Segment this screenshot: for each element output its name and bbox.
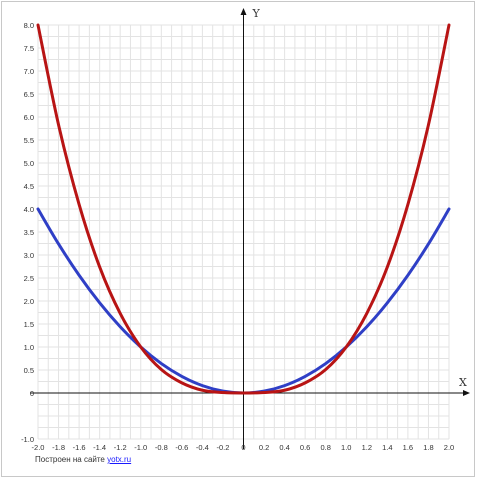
axes <box>30 8 470 449</box>
x-tick-label: -0.4 <box>196 443 209 452</box>
x-tick-label: -1.0 <box>134 443 147 452</box>
x-tick-label: 2.0 <box>444 443 454 452</box>
x-tick-label: -1.6 <box>73 443 86 452</box>
x-axis-label: X <box>459 376 467 389</box>
x-tick-label: -0.8 <box>155 443 168 452</box>
y-tick-label: 4.5 <box>24 182 34 191</box>
credit-text: Построен на сайте <box>35 455 105 464</box>
credit-line: Построен на сайте yotx.ru <box>35 455 131 464</box>
x-axis-arrow <box>463 390 470 396</box>
x-tick-label: -1.8 <box>52 443 65 452</box>
x-tick-label: -2.0 <box>32 443 45 452</box>
y-tick-label: 7.0 <box>24 67 34 76</box>
x-tick-label: -1.4 <box>93 443 106 452</box>
grid <box>37 24 450 440</box>
series-layer <box>36 23 451 395</box>
y-tick-label: 3.5 <box>24 228 34 237</box>
y-tick-label: 0.5 <box>24 366 34 375</box>
x-tick-label: -0.2 <box>216 443 229 452</box>
x-tick-label: -0.6 <box>175 443 188 452</box>
y-tick-label: 6.0 <box>24 113 34 122</box>
x-tick-label: 1.6 <box>403 443 413 452</box>
series-line-2 <box>36 23 451 395</box>
y-tick-label: 5.5 <box>24 136 34 145</box>
x-tick-label: 1.0 <box>341 443 351 452</box>
y-tick-label: 1.0 <box>24 343 34 352</box>
y-tick-label: 4.0 <box>24 205 34 214</box>
x-tick-label: 0 <box>241 443 245 452</box>
y-tick-label: 3.0 <box>24 251 34 260</box>
x-tick-label: 1.2 <box>362 443 372 452</box>
x-tick-label: -1.2 <box>114 443 127 452</box>
y-axis-arrow <box>240 8 247 15</box>
y-tick-label: -1.0 <box>21 435 34 444</box>
y-tick-label: 8.0 <box>24 21 34 30</box>
y-tick-label: 2.0 <box>24 297 34 306</box>
y-tick-label: 1.5 <box>24 320 34 329</box>
x-tick-label: 0.6 <box>300 443 310 452</box>
x-tick-label: 1.4 <box>382 443 392 452</box>
y-tick-label: 0 <box>30 389 34 398</box>
y-axis-label: Y <box>252 7 261 20</box>
x-tick-label: 0.2 <box>259 443 269 452</box>
y-tick-label: 2.5 <box>24 274 34 283</box>
credit-link[interactable]: yotx.ru <box>107 455 132 464</box>
y-tick-label: 5.0 <box>24 159 34 168</box>
tick-labels: -2.0 -1.8 -1.6 -1.4 -1.2 -1.0 -0.8 -0.6 -0.4 -0.2… <box>21 21 454 452</box>
x-tick-label: 1.8 <box>423 443 433 452</box>
x-tick-label: 0.8 <box>320 443 330 452</box>
y-tick-label: 6.5 <box>24 90 34 99</box>
y-tick-label: 7.5 <box>24 44 34 53</box>
x-tick-label: 0.4 <box>279 443 289 452</box>
